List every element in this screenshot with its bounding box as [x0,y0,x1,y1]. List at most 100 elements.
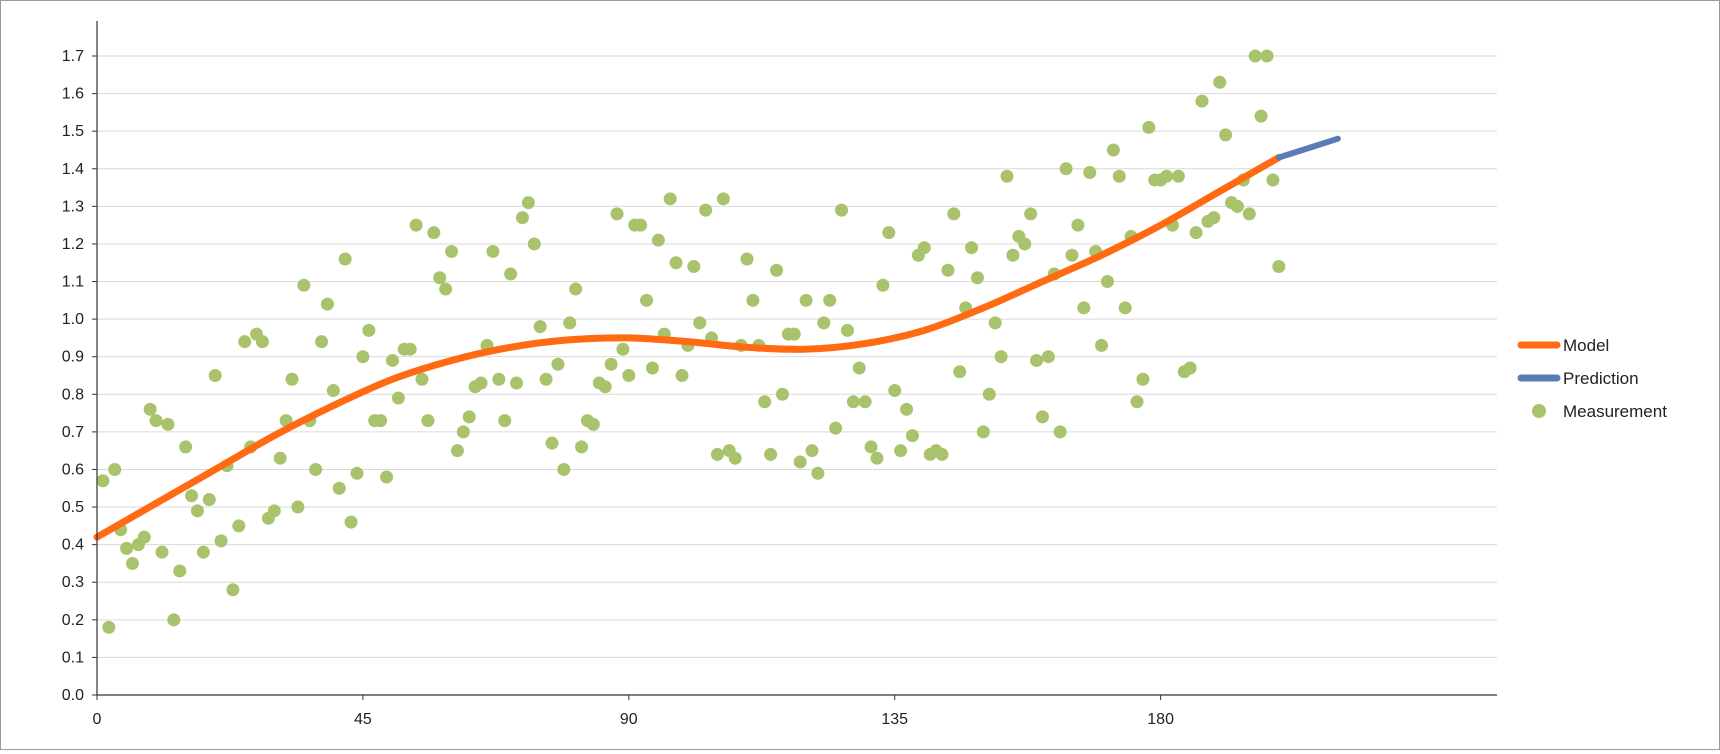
measurement-point [161,417,175,431]
measurement-point [362,323,376,337]
measurement-point [882,226,896,240]
measurement-point [214,534,228,548]
y-tick-label: 0.0 [62,687,84,704]
measurement-point [427,226,441,240]
measurement-point [1160,169,1174,183]
measurement-point [575,440,589,454]
measurement-point [651,233,665,247]
measurement-point [1260,49,1274,63]
measurement-point [1207,211,1221,225]
measurement-point [970,271,984,285]
measurement-point [409,218,423,232]
measurement-point [515,211,529,225]
measurement-point [415,372,429,386]
measurement-point [1213,75,1227,89]
measurement-point [846,395,860,409]
measurement-point [149,414,163,428]
measurement-point [888,384,902,398]
measurement-point [551,357,565,371]
measurement-point [309,462,323,476]
gridlines [97,55,1497,658]
measurement-point [173,564,187,578]
measurement-point [634,218,648,232]
measurement-point [586,417,600,431]
y-tick-label: 0.9 [62,349,84,366]
y-tick-label: 1.7 [62,48,84,65]
measurement-point [669,256,683,270]
measurement-point [1053,425,1067,439]
measurement-point [456,425,470,439]
measurement-point [935,447,949,461]
measurement-point [291,500,305,514]
y-tick-label: 0.7 [62,424,84,441]
measurement-point [155,545,169,559]
measurement-point [255,335,269,349]
measurement-point [474,376,488,390]
measurement-point [988,316,1002,330]
measurement-point [102,620,116,634]
legend-label-prediction: Prediction [1563,369,1639,388]
measurement-point [693,316,707,330]
measurement-point [876,278,890,292]
measurement-point [953,365,967,379]
measurement-point [403,342,417,356]
measurement-point [1230,199,1244,213]
measurement-points [96,49,1286,634]
y-tick-label: 0.5 [62,499,84,516]
y-tick-label: 1.5 [62,123,84,140]
measurement-point [569,282,583,296]
measurement-point [385,353,399,367]
measurement-point [1071,218,1085,232]
measurement-point [799,293,813,307]
measurement-point [143,402,157,416]
y-tick-label: 1.1 [62,274,84,291]
measurement-point [557,462,571,476]
measurement-point [202,493,216,507]
measurement-point [710,447,724,461]
measurement-point [1006,248,1020,262]
measurement-point [1059,162,1073,176]
measurement-point [1118,301,1132,315]
y-tick-label: 0.1 [62,649,84,666]
measurement-point [439,282,453,296]
measurement-point [108,462,122,476]
y-tick-label: 1.0 [62,311,84,328]
measurement-point [539,372,553,386]
measurement-point [1065,248,1079,262]
measurement-point [320,297,334,311]
measurement-point [120,541,134,555]
measurement-point [829,421,843,435]
measurement-point [1095,338,1109,352]
x-tick-label: 0 [93,711,102,728]
measurement-point [1142,120,1156,134]
measurement-point [527,237,541,251]
measurement-point [1272,259,1286,273]
measurement-point [787,327,801,341]
measurement-point [267,504,281,518]
measurement-point [338,252,352,266]
measurement-point [510,376,524,390]
y-tick-label: 0.8 [62,386,84,403]
measurement-point [1266,173,1280,187]
measurement-point [663,192,677,206]
measurement-point [941,263,955,277]
measurement-point [185,489,199,503]
measurement-point [870,451,884,465]
measurement-point [982,387,996,401]
measurement-point [728,451,742,465]
measurement-point [716,192,730,206]
measurement-point [492,372,506,386]
measurement-point [905,429,919,443]
measurement-point [545,436,559,450]
x-tick-label: 45 [354,711,372,728]
measurement-point [1018,237,1032,251]
y-axis-ticks: 0.0 0.1 0.2 0.3 0.4 0.5 0.6 0.7 0.8 0.9 1.0 1.1 1.2 1… [62,48,97,704]
measurement-point [598,380,612,394]
measurement-point [1035,410,1049,424]
measurement-point [1083,166,1097,180]
measurement-point [1030,353,1044,367]
measurement-point [391,391,405,405]
measurement-point [196,545,210,559]
measurement-point [486,244,500,258]
